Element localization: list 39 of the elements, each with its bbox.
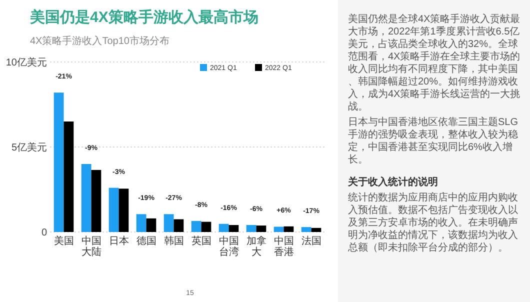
bar <box>136 214 146 232</box>
bar <box>256 226 266 232</box>
bar <box>201 222 212 232</box>
x-tick-label: 法国 <box>301 235 322 247</box>
x-tick-label: 德国 <box>136 236 156 247</box>
bar <box>146 218 156 232</box>
x-tick-label: 美国 <box>54 235 74 247</box>
bar <box>108 188 119 232</box>
bar <box>64 122 74 232</box>
bar <box>274 226 284 232</box>
bar <box>311 228 322 232</box>
y-tick-label: 5亿美元 <box>11 142 47 154</box>
x-tick-label: 英国 <box>191 235 212 247</box>
bar <box>91 170 102 232</box>
bar <box>174 219 184 232</box>
x-tick-label: 中国台湾 <box>218 235 239 258</box>
bar <box>218 224 229 232</box>
bar <box>228 225 239 232</box>
text: 关于收入统计的说明 <box>347 176 438 188</box>
x-tick-label: 日本 <box>108 235 129 247</box>
text: 统计的数据为应用商店中的应用内购收入预估值。数据不包括广告变现收入以及第三方安卓市场的收入。在未明确声明为净收益的情况下，该数据均为收入总额（即未扣除平台分成的部分）。 <box>347 192 518 254</box>
bar <box>284 226 294 232</box>
bar <box>246 225 256 232</box>
x-tick-label: 加拿大 <box>246 235 266 258</box>
chart-subtitle: 4X策略手游收入Top10市场分布 <box>30 35 170 47</box>
x-tick-label: 中国香港 <box>274 235 294 258</box>
x-tick-label: 韩国 <box>164 235 184 247</box>
text: 美国仍然是全球4X策略手游收入贡献最大市场，2022年第1季度累计营收6.5亿美元，占该品类全球收入的32%。全球范围看，4X策略手游在全球主要市场的收入同比均有不同程度下降，其中美国、韩国降幅超过20%。如何维持游戏收入，成为4X策略手游长线运营的一大挑战。 <box>348 13 520 112</box>
chart-title: 美国仍是4X策略手游收入最高市场 <box>29 8 258 26</box>
bar <box>301 227 312 232</box>
x-tick-label: 中国大陆 <box>81 235 102 258</box>
y-tick-label: 10亿美元 <box>6 56 47 68</box>
text: 日本与中国香港地区依靠三国主题SLG手游的强势吸金表现，整体收入较为稳定，中国香港甚至实现同比6%收入增长。 <box>348 116 518 166</box>
y-tick-label: 0 <box>41 228 48 238</box>
bar <box>164 214 174 232</box>
bar <box>191 220 202 232</box>
bar <box>54 92 64 232</box>
bar <box>118 188 129 232</box>
bar <box>81 164 92 232</box>
